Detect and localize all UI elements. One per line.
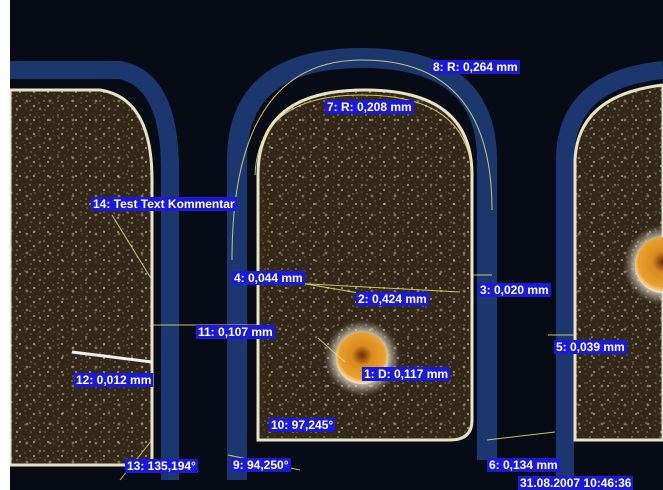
left-frame-edge xyxy=(0,0,10,490)
measurement-label-9[interactable]: 9: 94,250° xyxy=(231,458,291,472)
measurement-label-4[interactable]: 4: 0,044 mm xyxy=(232,271,305,285)
capture-timestamp: 31.08.2007 10:46:36 xyxy=(518,476,634,490)
measurement-label-10[interactable]: 10: 97,245° xyxy=(269,418,336,432)
measurement-label-6[interactable]: 6: 0,134 mm xyxy=(487,458,560,472)
measurement-label-5[interactable]: 5: 0,039 mm xyxy=(554,340,627,354)
measurement-label-3[interactable]: 3: 0,020 mm xyxy=(478,283,551,297)
measurement-label-12[interactable]: 12: 0,012 mm xyxy=(74,373,154,387)
measurement-label-7[interactable]: 7: R: 0,208 mm xyxy=(325,100,414,114)
measurement-label-14[interactable]: 14: Test Text Kommentar xyxy=(91,197,237,211)
measurement-label-1[interactable]: 1: D: 0,117 mm xyxy=(362,367,451,381)
pad-glow xyxy=(10,47,663,480)
measurement-label-13[interactable]: 13: 135,194° xyxy=(125,459,198,473)
measurement-label-8[interactable]: 8: R: 0,264 mm xyxy=(431,60,520,74)
measurement-label-2[interactable]: 2: 0,424 mm xyxy=(356,292,429,306)
measurement-label-11[interactable]: 11: 0,107 mm xyxy=(196,325,275,339)
